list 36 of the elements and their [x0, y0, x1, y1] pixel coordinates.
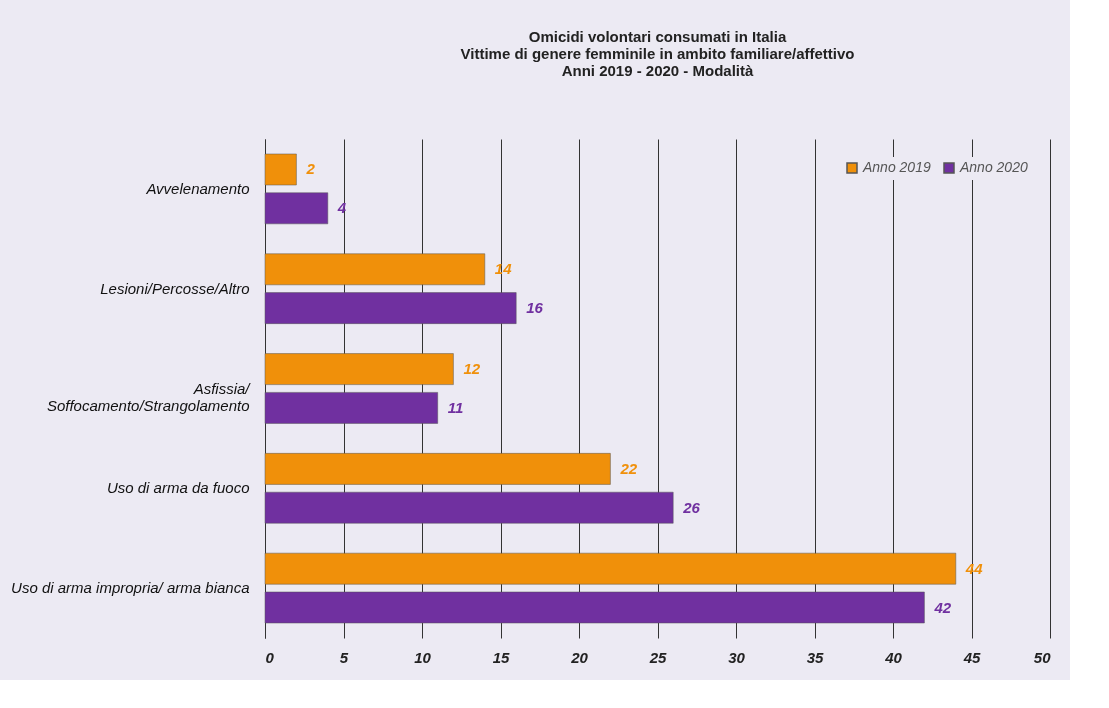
- x-tick-label: 45: [962, 648, 981, 666]
- legend-label: Anno 2019: [862, 159, 931, 175]
- y-tick-label: Avvelenamento: [145, 179, 250, 197]
- bar: [264, 453, 611, 485]
- x-tick-label: 25: [648, 648, 667, 666]
- y-tick-label: Lesioni/Percosse/Altro: [100, 279, 250, 297]
- data-label: 12: [463, 360, 481, 378]
- x-tick-label: 5: [339, 648, 349, 666]
- legend-label: Anno 2020: [959, 159, 1028, 175]
- data-label: 22: [619, 459, 638, 477]
- bar: [264, 392, 438, 424]
- data-label: 26: [682, 498, 701, 516]
- x-tick-label: 10: [414, 648, 432, 666]
- x-tick-label: 20: [570, 648, 589, 666]
- bar: [264, 153, 297, 186]
- bar: [264, 591, 925, 624]
- x-tick-label: 0: [265, 648, 275, 666]
- x-tick-label: 35: [806, 648, 824, 666]
- bar: [264, 292, 517, 324]
- x-tick-label: 40: [884, 648, 903, 666]
- chart-title: Omicidi volontari consumati in Italia Vittime di genere femminile in ambito familiare/affettivo Anni 2019 - 2020 - Modalità: [460, 28, 855, 79]
- x-tick-label: 30: [728, 648, 746, 666]
- bar: [264, 552, 957, 585]
- y-tick-label: Uso di arma da fuoco: [106, 479, 250, 497]
- data-label: 11: [447, 398, 464, 416]
- y-tick-label: Asfissia/ Soffocamento/Strangolamento: [46, 379, 252, 414]
- bar: [264, 353, 454, 385]
- bar: [264, 253, 486, 286]
- bar: [264, 491, 674, 524]
- data-label: 42: [933, 598, 952, 616]
- y-tick-label: Uso di arma impropria/ arma bianca: [11, 579, 250, 597]
- x-tick-label: 50: [1033, 648, 1052, 666]
- x-tick-label: 15: [492, 648, 510, 666]
- bar: [264, 192, 329, 225]
- data-label: 2: [305, 160, 316, 178]
- data-label: 16: [526, 299, 544, 317]
